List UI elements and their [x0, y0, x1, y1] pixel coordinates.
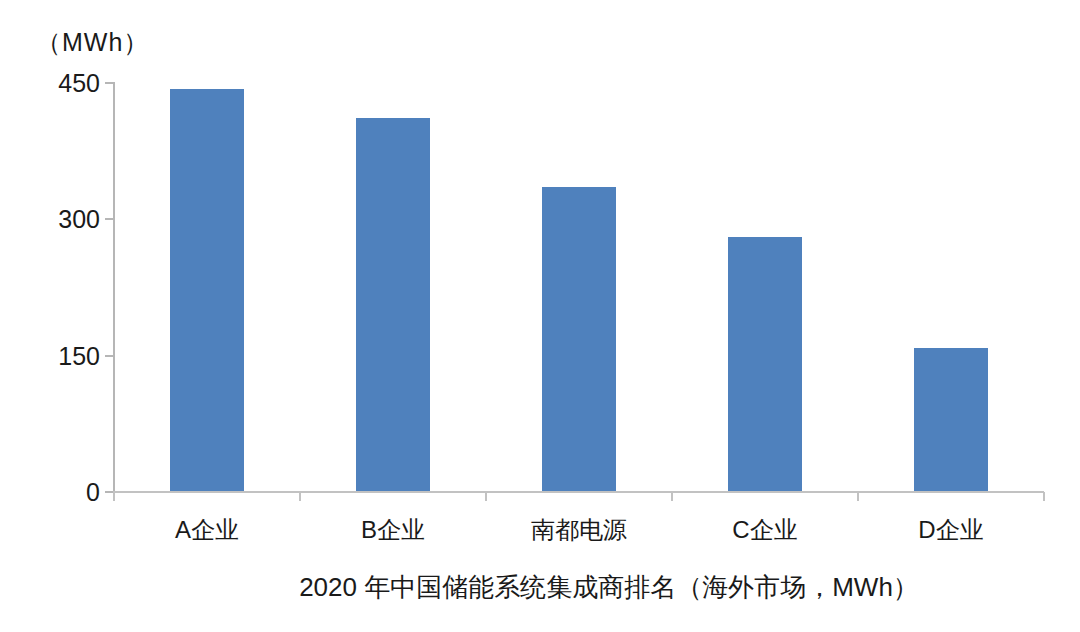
x-tick-mark — [113, 492, 115, 501]
x-tick-mark — [485, 492, 487, 501]
y-tick-label: 150 — [0, 342, 100, 370]
y-tick-mark — [105, 491, 113, 493]
y-tick-label: 300 — [0, 205, 100, 233]
x-tick-mark — [1043, 492, 1045, 501]
x-tick-mark — [857, 492, 859, 501]
y-tick-mark — [105, 355, 113, 357]
x-tick-mark — [671, 492, 673, 501]
bar — [356, 118, 430, 492]
x-axis-line — [113, 491, 1044, 493]
bar — [542, 187, 616, 492]
x-category-label: 南都电源 — [486, 514, 672, 546]
bar — [728, 237, 802, 492]
bar-chart: （MWh） 0 150 300 450 A企业B企业南都电源C企业D企业 2020 年… — [0, 0, 1080, 632]
bar — [914, 348, 988, 492]
bar — [170, 89, 244, 492]
x-category-label: D企业 — [858, 514, 1044, 546]
x-tick-mark — [299, 492, 301, 501]
y-tick-mark — [105, 218, 113, 220]
chart-title: 2020 年中国储能系统集成商排名（海外市场，MWh） — [114, 570, 1080, 605]
y-tick-label: 450 — [0, 69, 100, 97]
x-category-label: C企业 — [672, 514, 858, 546]
y-tick-label: 0 — [0, 478, 100, 506]
y-axis-unit-label: （MWh） — [36, 26, 149, 59]
y-tick-mark — [105, 82, 113, 84]
y-axis-line — [113, 82, 115, 492]
x-category-label: B企业 — [300, 514, 486, 546]
x-category-label: A企业 — [114, 514, 300, 546]
